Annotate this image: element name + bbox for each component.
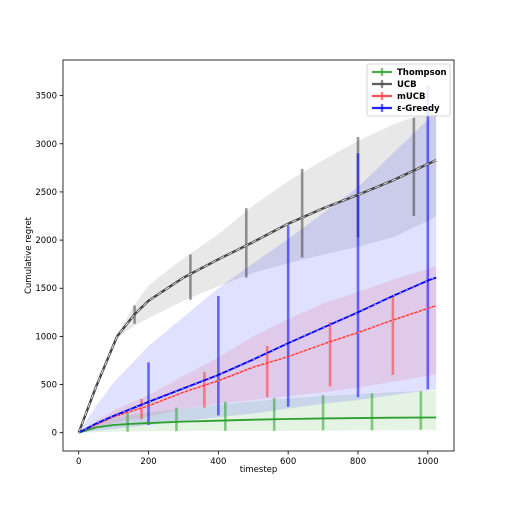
greedy-line-dots — [78, 277, 437, 433]
x-tick-label: 600 — [280, 457, 296, 467]
x-tick-label: 400 — [210, 457, 226, 467]
mucb-legend-label: mUCB — [397, 92, 425, 102]
plot-frame — [62, 59, 455, 452]
y-tick-label: 1500 — [35, 284, 57, 294]
mucb-confidence-band — [78, 266, 437, 433]
y-axis-ticks: 0 500 1000 1500 2000 2500 3000 3500 — [35, 92, 63, 439]
y-tick-label: 2500 — [35, 188, 57, 198]
y-tick-label: 500 — [41, 381, 57, 391]
thompson-legend-label: Thompson — [397, 68, 447, 78]
y-axis-label: Cumulative regret — [24, 216, 34, 294]
legend-box — [366, 63, 451, 117]
confidence-bands — [78, 105, 437, 433]
ucb-line-dash — [78, 159, 437, 433]
greedy-confidence-band — [78, 105, 437, 433]
y-tick-label: 3000 — [35, 140, 57, 150]
x-tick-label: 1000 — [417, 457, 439, 467]
x-tick-label: 0 — [76, 457, 81, 467]
x-axis-label: timestep — [240, 465, 278, 475]
ucb-legend-label: UCB — [397, 80, 417, 90]
x-tick-label: 200 — [140, 457, 156, 467]
y-tick-label: 0 — [52, 429, 57, 439]
y-tick-label: 3500 — [35, 92, 57, 102]
y-tick-label: 2000 — [35, 236, 57, 246]
legend: Thompson UCB mUCB ε-Greedy — [366, 63, 451, 117]
y-tick-label: 1000 — [35, 332, 57, 342]
x-axis-ticks: 0 200 400 600 800 1000 — [76, 451, 439, 467]
x-tick-label: 800 — [350, 457, 366, 467]
thompson-line — [78, 416, 437, 434]
greedy-legend-label: ε-Greedy — [397, 104, 440, 114]
mucb-line-dots — [78, 305, 437, 434]
series-lines — [77, 159, 437, 434]
ucb-confidence-band — [78, 109, 437, 433]
